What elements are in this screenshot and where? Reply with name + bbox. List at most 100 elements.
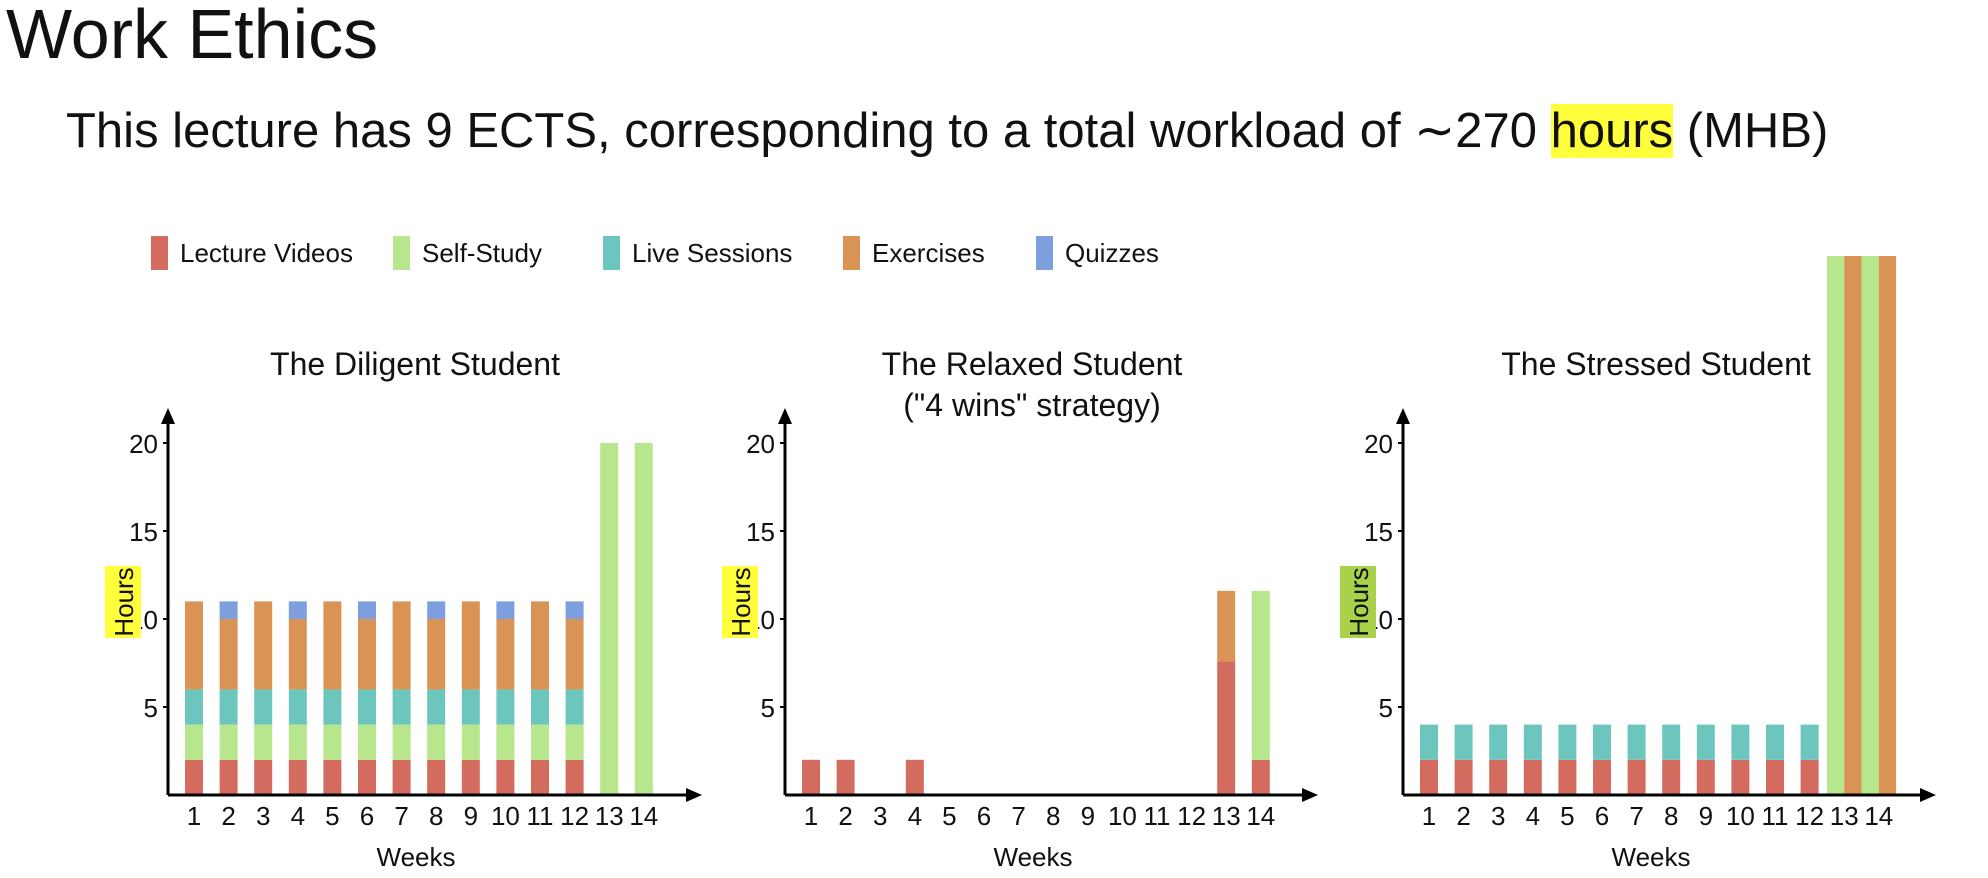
legend-label: Self-Study [422, 238, 542, 268]
y-tick-label: 5 [144, 693, 158, 723]
bar-segment-exercises [565, 619, 584, 690]
bar-segment-live_sessions [1593, 724, 1611, 760]
bar-segment-lecture_videos [836, 759, 855, 795]
legend-swatch [151, 236, 168, 270]
legend-swatch [1036, 236, 1053, 270]
x-tick-label: 8 [1664, 801, 1678, 831]
bar-segment-lecture_videos [254, 759, 273, 795]
bar-segment-exercises [219, 619, 238, 690]
x-tick-label: 8 [429, 801, 443, 831]
bar-segment-self_study [392, 724, 411, 760]
bar-segment-quizzes [219, 601, 238, 619]
bar-segment-lecture_videos [219, 759, 238, 795]
y-axis-arrow [778, 408, 792, 424]
chart-title: The Relaxed Student [882, 346, 1183, 382]
bar-segment-exercises [496, 619, 515, 690]
bar-segment-live_sessions [1420, 724, 1438, 760]
y-tick-label: 15 [129, 517, 158, 547]
legend-swatch [393, 236, 410, 270]
y-axis-label-highlight [722, 566, 758, 638]
bar-segment-exercises [1217, 590, 1236, 662]
x-tick-label: 10 [1108, 801, 1137, 831]
bar-segment-lecture_videos [496, 759, 515, 795]
x-tick-label: 1 [1422, 801, 1436, 831]
legend-swatch [603, 236, 620, 270]
legend-label: Live Sessions [632, 238, 792, 268]
bar-segment-self_study [219, 724, 238, 760]
bar-segment-lecture_videos [1662, 759, 1681, 795]
subtitle-text: This lecture has 9 ECTS, corresponding t… [66, 104, 1551, 158]
x-tick-label: 1 [804, 801, 818, 831]
x-tick-label: 9 [1699, 801, 1713, 831]
bar-segment-lecture_videos [392, 759, 411, 795]
bar-segment-lecture_videos [1251, 759, 1270, 795]
chart-subtitle: ("4 wins" strategy) [903, 387, 1160, 423]
x-tick-label: 10 [491, 801, 520, 831]
bar-segment-live_sessions [185, 689, 203, 725]
bar-segment-lecture_videos [1454, 759, 1473, 795]
x-tick-label: 6 [977, 801, 991, 831]
bar-segment-lecture_videos [1420, 759, 1438, 795]
y-tick-label: 20 [746, 429, 775, 459]
x-tick-label: 9 [464, 801, 478, 831]
x-tick-label: 5 [942, 801, 956, 831]
chart-title: The Stressed Student [1501, 346, 1811, 382]
bar-segment-self_study [600, 443, 619, 795]
bar-segment-live_sessions [1731, 724, 1750, 760]
y-axis-label: Hours [1344, 567, 1374, 636]
bar-segment-exercises [461, 601, 480, 690]
bar-segment-exercises [392, 601, 411, 690]
y-axis-label-highlight [1340, 566, 1376, 638]
x-tick-label: 12 [560, 801, 589, 831]
bar-segment-lecture_videos [185, 759, 203, 795]
x-tick-label: 6 [1595, 801, 1609, 831]
bar-segment-live_sessions [461, 689, 480, 725]
x-tick-label: 11 [1144, 801, 1171, 831]
bar-segment-self_study [1826, 256, 1845, 795]
bar-segment-live_sessions [219, 689, 238, 725]
y-axis-label: Hours [109, 567, 139, 636]
x-tick-label: 2 [838, 801, 852, 831]
bar-segment-quizzes [427, 601, 446, 619]
bar-segment-self_study [531, 724, 549, 760]
bar-segment-self_study [323, 724, 342, 760]
bar-segment-self_study [427, 724, 446, 760]
bar-segment-lecture_videos [1593, 759, 1611, 795]
x-axis-arrow [1302, 788, 1318, 802]
x-tick-label: 12 [1177, 801, 1206, 831]
bar-segment-self_study [496, 724, 515, 760]
bar-segment-lecture_videos [288, 759, 307, 795]
bar-segment-self_study [185, 724, 203, 760]
y-tick-label: 15 [746, 517, 775, 547]
legend-label: Lecture Videos [180, 238, 353, 268]
bar-segment-live_sessions [1766, 724, 1784, 760]
bar-segment-self_study [288, 724, 307, 760]
bar-segment-lecture_videos [531, 759, 549, 795]
hours-highlight: hours [1550, 104, 1674, 158]
bar-segment-exercises [288, 619, 307, 690]
bar-segment-self_study [1861, 256, 1879, 795]
y-axis-label-highlight [105, 566, 141, 638]
bar-segment-lecture_videos [323, 759, 342, 795]
legend-item-lecture_videos: Lecture Videos [151, 236, 353, 270]
bar-segment-exercises [531, 601, 549, 690]
bar-segment-self_study [634, 443, 653, 795]
bar-segment-exercises [358, 619, 376, 690]
bar-segment-quizzes [288, 601, 307, 619]
bar-segment-exercises [427, 619, 446, 690]
x-tick-label: 11 [1762, 801, 1789, 831]
x-tick-label: 6 [360, 801, 374, 831]
x-tick-label: 13 [595, 801, 624, 831]
x-axis-arrow [1920, 788, 1936, 802]
x-tick-label: 13 [1212, 801, 1241, 831]
bars [1420, 256, 1897, 795]
y-axis-label-group: Hours [1340, 566, 1376, 638]
bar-segment-live_sessions [531, 689, 549, 725]
y-tick-label: 20 [129, 429, 158, 459]
x-tick-label: 2 [1456, 801, 1470, 831]
y-axis-label: Hours [726, 567, 756, 636]
bar-segment-live_sessions [358, 689, 376, 725]
bar-segment-lecture_videos [1217, 661, 1236, 795]
bars [802, 590, 1270, 795]
y-tick-label: 15 [1364, 517, 1393, 547]
